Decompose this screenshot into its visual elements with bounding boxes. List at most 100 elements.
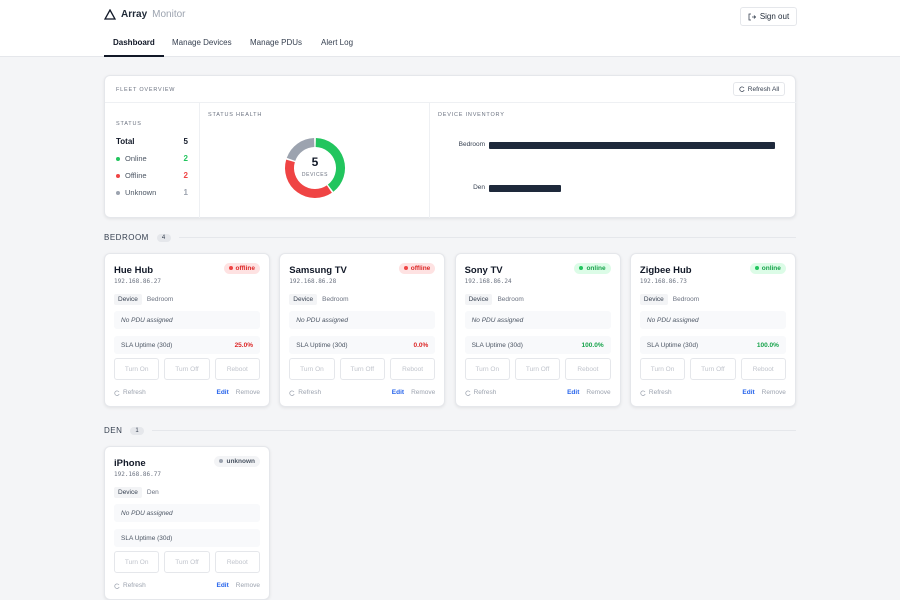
status-dot	[116, 191, 120, 195]
action-button[interactable]: Turn Off	[690, 358, 736, 380]
sign-out-label: Sign out	[759, 12, 790, 21]
remove-link[interactable]: Remove	[586, 389, 611, 396]
refresh-icon	[640, 390, 646, 396]
device-card: Zigbee Hub 192.168.86.73 online Device Bedro…	[629, 253, 796, 407]
status-text: online	[761, 265, 781, 272]
nav-tab[interactable]: Manage Devices	[172, 38, 232, 47]
refresh-link[interactable]: Refresh	[114, 389, 217, 396]
refresh-arc	[114, 390, 120, 396]
sla-box: SLA Uptime (30d)	[114, 529, 260, 547]
status-row: Online 2	[116, 154, 188, 163]
device-ip: 192.168.86.77	[114, 471, 161, 478]
edit-link[interactable]: Edit	[742, 389, 755, 396]
device-name: Samsung TV	[289, 265, 347, 276]
action-button[interactable]: Turn Off	[339, 358, 385, 380]
nav-tab[interactable]: Manage PDUs	[250, 38, 303, 47]
action-button[interactable]: Reboot	[389, 358, 436, 380]
action-button[interactable]: Turn On	[639, 358, 686, 380]
edit-link[interactable]: Edit	[567, 389, 580, 396]
brand-name: Array	[121, 9, 148, 20]
device-tags: Device Den	[114, 487, 159, 498]
pdu-box: No PDU assigned	[114, 311, 260, 329]
donut-segment	[315, 138, 345, 192]
status-pill: offline	[398, 263, 436, 274]
device-card: Samsung TV 192.168.86.28 offline Device Bedr…	[279, 253, 446, 407]
edit-link[interactable]: Edit	[391, 389, 405, 396]
device-tags: Device Bedroom	[464, 294, 524, 305]
status-text: offline	[235, 265, 256, 272]
refresh-icon	[465, 390, 471, 396]
donut-center-value: 5	[312, 155, 319, 169]
action-button[interactable]: Reboot	[214, 551, 260, 573]
sla-box: SLA Uptime (30d) 25.0%	[114, 336, 260, 354]
refresh-arc	[289, 390, 295, 396]
pdu-box: No PDU assigned	[464, 311, 611, 329]
edit-link[interactable]: Edit	[216, 389, 229, 396]
action-button[interactable]: Turn On	[114, 551, 160, 573]
action-button[interactable]: Reboot	[214, 358, 260, 380]
device-name: Sony TV	[464, 265, 503, 276]
health-title: STATUS HEALTH	[208, 112, 263, 118]
refresh-link[interactable]: Refresh	[640, 389, 743, 396]
refresh-link[interactable]: Refresh	[465, 389, 568, 396]
sla-label: SLA Uptime (30d)	[121, 534, 173, 542]
nav-tab[interactable]: Alert Log	[321, 38, 354, 47]
sla-value: 100.0%	[756, 341, 779, 349]
action-button[interactable]: Turn Off	[514, 358, 561, 380]
action-row: Turn On Turn Off Reboot	[639, 358, 786, 380]
remove-link[interactable]: Remove	[411, 389, 436, 396]
action-button[interactable]: Turn On	[289, 358, 335, 380]
donut-segment	[286, 138, 315, 162]
group-count: 4	[156, 233, 171, 242]
action-button[interactable]: Reboot	[740, 358, 786, 380]
group-rule	[152, 430, 796, 431]
action-button[interactable]: Reboot	[565, 358, 611, 380]
refresh-link[interactable]: Refresh	[289, 389, 392, 396]
refresh-link[interactable]: Refresh	[114, 582, 217, 589]
action-button[interactable]: Turn On	[464, 358, 510, 380]
device-card: iPhone 192.168.86.77 unknown Device Den No PD…	[104, 446, 270, 600]
logo	[104, 9, 116, 20]
sla-box: SLA Uptime (30d) 100.0%	[464, 336, 611, 354]
refresh-arc	[640, 390, 646, 396]
status-dot	[754, 266, 759, 270]
status-label: Offline	[125, 171, 147, 180]
refresh-all-button[interactable]: Refresh All	[733, 82, 785, 96]
sign-out-button[interactable]: Sign out	[740, 7, 797, 26]
type-tag: Device	[114, 294, 142, 305]
device-card: Sony TV 192.168.86.24 online Device Bedroom N…	[454, 253, 621, 407]
remove-link[interactable]: Remove	[235, 389, 260, 396]
action-button[interactable]: Turn On	[114, 358, 160, 380]
room-tag: Bedroom	[146, 296, 174, 303]
overview-title: FLEET OVERVIEW	[116, 87, 176, 93]
edit-link[interactable]: Edit	[216, 582, 229, 589]
status-label-wrap: Unknown	[116, 188, 156, 197]
device-name: iPhone	[114, 458, 146, 469]
status-label-wrap: Online	[116, 154, 147, 163]
pdu-box: No PDU assigned	[289, 311, 436, 329]
action-row: Turn On Turn Off Reboot	[464, 358, 611, 380]
remove-link[interactable]: Remove	[235, 582, 260, 589]
group-rule	[178, 237, 796, 238]
action-button[interactable]: Turn Off	[164, 551, 210, 573]
nav-tab[interactable]: Dashboard	[104, 38, 164, 57]
refresh-label: Refresh	[123, 389, 146, 396]
refresh-label: Refresh	[473, 389, 497, 396]
refresh-all-label: Refresh All	[747, 85, 780, 93]
status-dot	[219, 459, 224, 463]
remove-link[interactable]: Remove	[761, 389, 786, 396]
refresh-icon	[289, 390, 295, 396]
room-tag: Den	[146, 489, 159, 496]
card-footer: Refresh Edit Remove	[114, 582, 260, 589]
sla-label: SLA Uptime (30d)	[646, 341, 699, 349]
action-button[interactable]: Turn Off	[164, 358, 210, 380]
brand[interactable]: Array Monitor	[104, 9, 186, 20]
group-name: DEN	[104, 426, 123, 435]
device-card: Hue Hub 192.168.86.27 offline Device Bedroom…	[104, 253, 270, 407]
status-dot	[579, 266, 584, 270]
sla-value: 0.0%	[413, 341, 429, 349]
device-ip: 192.168.86.24	[464, 278, 512, 285]
status-label: Online	[125, 154, 147, 163]
room-tag: Bedroom	[672, 296, 700, 303]
status-total-row: Total 5	[116, 137, 188, 146]
